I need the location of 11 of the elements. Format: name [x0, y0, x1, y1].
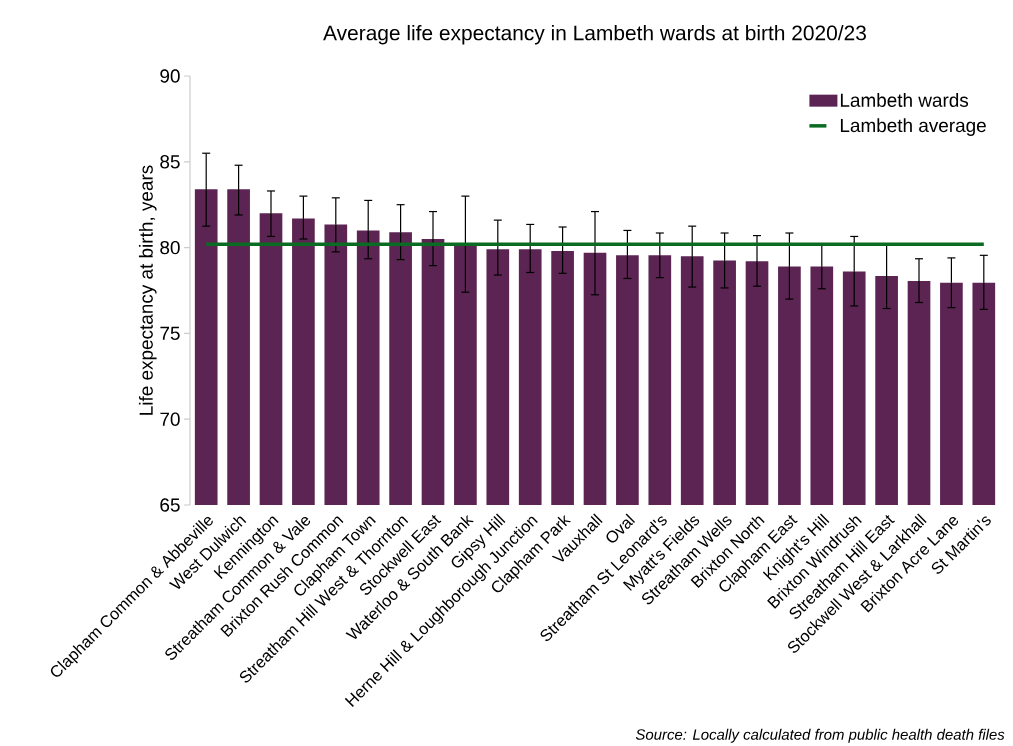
y-axis-title: Life expectancy at birth, years: [138, 165, 157, 415]
y-tick-label: 70: [160, 412, 180, 426]
y-tick-label: 80: [160, 240, 180, 255]
legend-label: Lambeth average: [840, 118, 986, 136]
chart-title: Average life expectancy in Lambeth wards at birth 2020/23: [323, 25, 866, 45]
y-tick-label: 65: [160, 498, 180, 512]
source-note: Source: Locally calculated from public health death files: [635, 728, 1005, 743]
y-tick-label: 85: [160, 155, 180, 169]
legend-label: Lambeth wards: [840, 93, 969, 107]
y-tick-label: 75: [160, 326, 180, 340]
y-tick-label: 90: [160, 69, 180, 83]
